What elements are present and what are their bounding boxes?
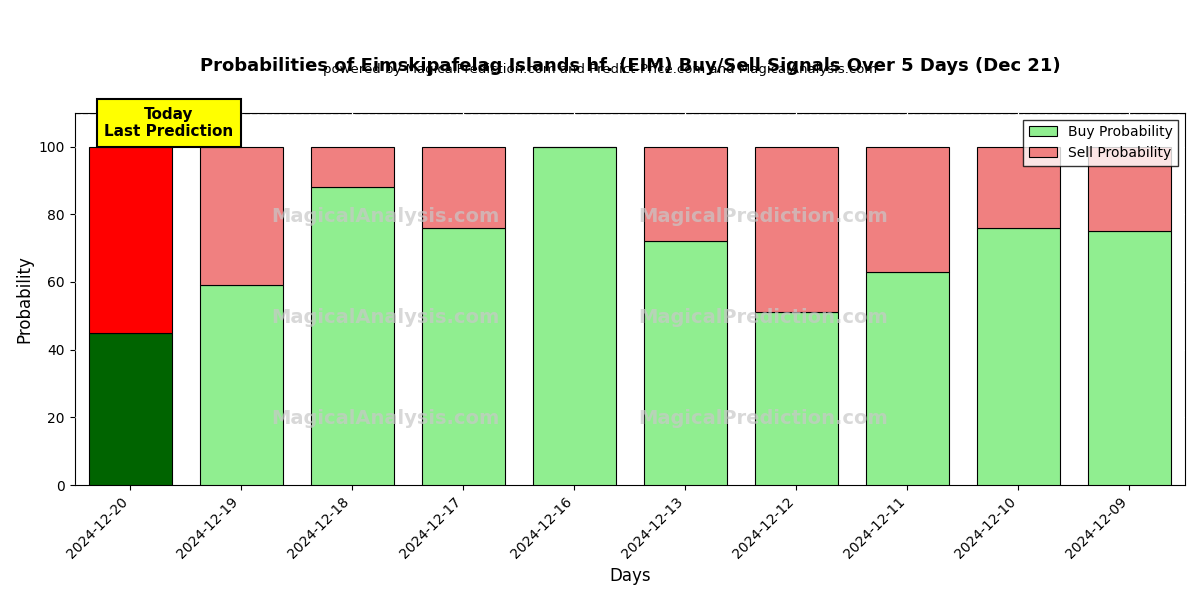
Legend: Buy Probability, Sell Probability: Buy Probability, Sell Probability xyxy=(1024,119,1178,166)
Bar xyxy=(311,187,394,485)
Bar xyxy=(865,272,949,485)
X-axis label: Days: Days xyxy=(610,567,650,585)
Title: Probabilities of Eimskipafelag Islands hf. (EIM) Buy/Sell Signals Over 5 Days (D: Probabilities of Eimskipafelag Islands h… xyxy=(199,57,1060,75)
Text: MagicalAnalysis.com: MagicalAnalysis.com xyxy=(271,409,499,428)
Bar xyxy=(89,146,172,333)
Text: Today
Last Prediction: Today Last Prediction xyxy=(104,107,234,139)
Text: MagicalAnalysis.com: MagicalAnalysis.com xyxy=(271,208,499,226)
Bar xyxy=(199,286,283,485)
Bar xyxy=(643,241,727,485)
Bar xyxy=(977,146,1060,228)
Bar xyxy=(421,146,505,228)
Bar xyxy=(533,146,616,485)
Bar xyxy=(199,146,283,286)
Y-axis label: Probability: Probability xyxy=(16,255,34,343)
Text: MagicalPrediction.com: MagicalPrediction.com xyxy=(638,308,888,327)
Bar xyxy=(1088,146,1171,231)
Text: MagicalAnalysis.com: MagicalAnalysis.com xyxy=(271,308,499,327)
Bar xyxy=(865,146,949,272)
Bar xyxy=(421,228,505,485)
Bar xyxy=(1088,231,1171,485)
Bar xyxy=(755,146,838,313)
Text: MagicalPrediction.com: MagicalPrediction.com xyxy=(638,208,888,226)
Bar xyxy=(755,313,838,485)
Bar xyxy=(89,333,172,485)
Bar xyxy=(643,146,727,241)
Text: MagicalPrediction.com: MagicalPrediction.com xyxy=(638,409,888,428)
Bar xyxy=(311,146,394,187)
Bar xyxy=(977,228,1060,485)
Text: powered by MagicalPrediction.com and Predict-Price.com and MagicalAnalysis.com: powered by MagicalPrediction.com and Pre… xyxy=(323,63,877,76)
